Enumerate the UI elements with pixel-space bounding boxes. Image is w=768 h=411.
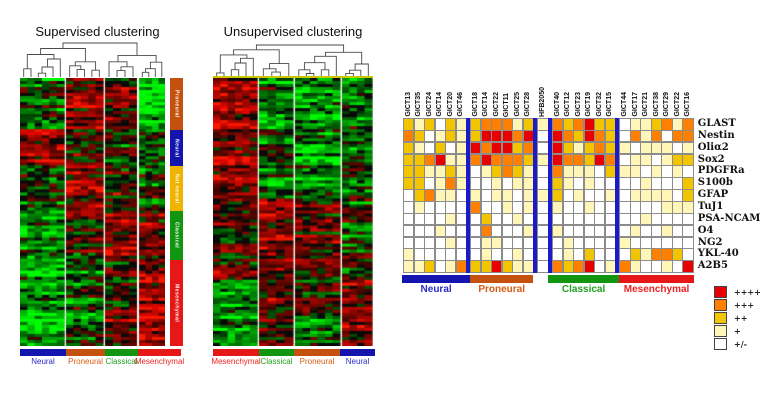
marker-label: PSA-NCAM <box>697 212 761 224</box>
unsupervised-dendrogram <box>216 44 369 77</box>
marker-cell <box>682 212 694 226</box>
legend-swatch <box>714 286 727 298</box>
marker-cell <box>682 224 694 238</box>
supervised-heatmap <box>20 78 165 346</box>
unsupervised-panel: Unsupervised clustering Mesenchymal Class… <box>200 0 390 411</box>
sidebar-segment-not-neural: Not neural <box>170 166 183 211</box>
unsupervised-heatmap <box>213 78 373 346</box>
subtype-label-mesenchymal: Mesenchymal <box>134 357 185 366</box>
sidebar-segment-label: Neural <box>173 139 180 158</box>
subtype-label-proneural: Proneural <box>299 357 335 366</box>
legend-item: +/- <box>714 338 761 350</box>
marker-label: O4 <box>697 224 714 236</box>
legend-label: +++ <box>734 300 755 310</box>
group-separator <box>533 118 538 274</box>
intensity-legend: ++++ +++ ++ + +/- <box>714 286 761 351</box>
marker-cell <box>682 177 694 190</box>
marker-cell <box>682 260 694 273</box>
marker-label: Sox2 <box>697 153 725 165</box>
legend-label: +/- <box>734 339 747 349</box>
legend-swatch <box>714 338 727 350</box>
subtype-bar-neural <box>20 349 66 356</box>
subtype-bar-classical <box>259 349 294 356</box>
marker-group-bar-mesenchymal <box>619 275 694 284</box>
subtype-label-proneural: Proneural <box>68 357 103 366</box>
subtype-label-neural: Neural <box>31 357 55 366</box>
legend-label: ++ <box>734 313 748 323</box>
marker-label: S100b <box>697 177 733 189</box>
subtype-bar-mesenchymal <box>213 349 259 356</box>
sample-label: GICT15 <box>606 92 614 117</box>
sidebar-segment-proneural: Proneural <box>170 78 183 131</box>
sample-label: GICT46 <box>457 92 465 117</box>
subtype-bar-classical <box>105 349 138 356</box>
marker-cell <box>682 118 694 131</box>
marker-cell <box>682 200 694 214</box>
sample-label: GICT28 <box>524 92 532 117</box>
marker-group-bar-classical <box>547 275 620 284</box>
sidebar-segment-label: Classical <box>173 222 180 249</box>
marker-group-label-neural: Neural <box>420 284 452 296</box>
sidebar-segment-mesenchymal: Mesenchymal <box>170 260 183 346</box>
marker-label: YKL-40 <box>697 248 739 260</box>
subtype-label-mesenchymal: Mesenchymal <box>211 357 261 366</box>
marker-group-bar-proneural <box>470 275 534 284</box>
sidebar-segment-label: Proneural <box>173 90 180 119</box>
subtype-label-classical: Classical <box>105 357 138 366</box>
marker-label: NG2 <box>697 236 723 248</box>
group-separator <box>466 118 471 274</box>
marker-group-label-mesenchymal: Mesenchymal <box>623 284 690 296</box>
legend-item: +++ <box>714 299 761 311</box>
legend-item: + <box>714 325 761 337</box>
dendrogram-lines <box>216 44 369 77</box>
marker-group-label-proneural: Proneural <box>478 284 526 296</box>
legend-swatch <box>714 299 727 311</box>
supervised-panel: Supervised clustering Proneural Neural Not… <box>0 0 200 411</box>
supervised-title: Supervised clustering <box>35 24 160 39</box>
subtype-label-neural: Neural <box>345 357 370 366</box>
marker-cell <box>682 141 694 155</box>
subtype-bar-mesenchymal <box>138 349 181 356</box>
marker-label: TuJ1 <box>697 200 724 212</box>
supervised-dendrogram <box>23 42 163 77</box>
group-separator <box>615 118 620 274</box>
sidebar-segment-label: Mesenchymal <box>173 283 180 323</box>
supervised-subtype-sidebar: Proneural Neural Not neural Classical Mesenc… <box>170 78 183 346</box>
subtype-label-classical: Classical <box>260 357 293 366</box>
marker-cell <box>682 165 694 179</box>
legend-label: ++++ <box>734 287 761 297</box>
marker-label: GLAST <box>697 118 736 129</box>
marker-group-label-classical: Classical <box>561 284 606 296</box>
legend-item: ++ <box>714 312 761 324</box>
legend-swatch <box>714 325 727 337</box>
sidebar-segment-classical: Classical <box>170 210 183 261</box>
unsupervised-title: Unsupervised clustering <box>223 24 363 39</box>
marker-cell <box>682 248 694 261</box>
sample-label: HFB2050 <box>539 87 547 117</box>
legend-label: + <box>734 326 741 336</box>
unsupervised-top-line <box>213 76 373 78</box>
marker-grid-panel: GICT13 GICT35 GICT24 GICT14 GICT20 GICT46 GICT… <box>390 0 768 411</box>
marker-label: Oliα2 <box>697 141 729 153</box>
sidebar-segment-label: Not neural <box>173 173 180 204</box>
subtype-bar-neural <box>340 349 375 356</box>
subtype-bar-proneural <box>294 349 340 356</box>
marker-cell <box>682 153 694 167</box>
marker-group-bar-neural <box>402 275 471 284</box>
marker-cell <box>682 189 694 202</box>
group-separator <box>547 118 553 274</box>
dendrogram-lines <box>23 42 163 77</box>
legend-item: ++++ <box>714 286 761 298</box>
sample-label: GICT16 <box>684 92 692 117</box>
marker-label: GFAP <box>697 189 729 201</box>
marker-cell <box>682 236 694 250</box>
marker-label: Nestin <box>697 129 735 141</box>
marker-cell <box>682 129 694 143</box>
subtype-bar-proneural <box>66 349 105 356</box>
marker-label: A2B5 <box>697 260 728 272</box>
marker-label: PDGFRa <box>697 165 745 177</box>
legend-swatch <box>714 312 727 324</box>
sidebar-segment-neural: Neural <box>170 130 183 167</box>
